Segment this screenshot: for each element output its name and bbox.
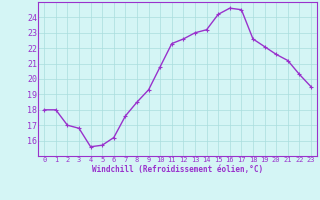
X-axis label: Windchill (Refroidissement éolien,°C): Windchill (Refroidissement éolien,°C) — [92, 165, 263, 174]
